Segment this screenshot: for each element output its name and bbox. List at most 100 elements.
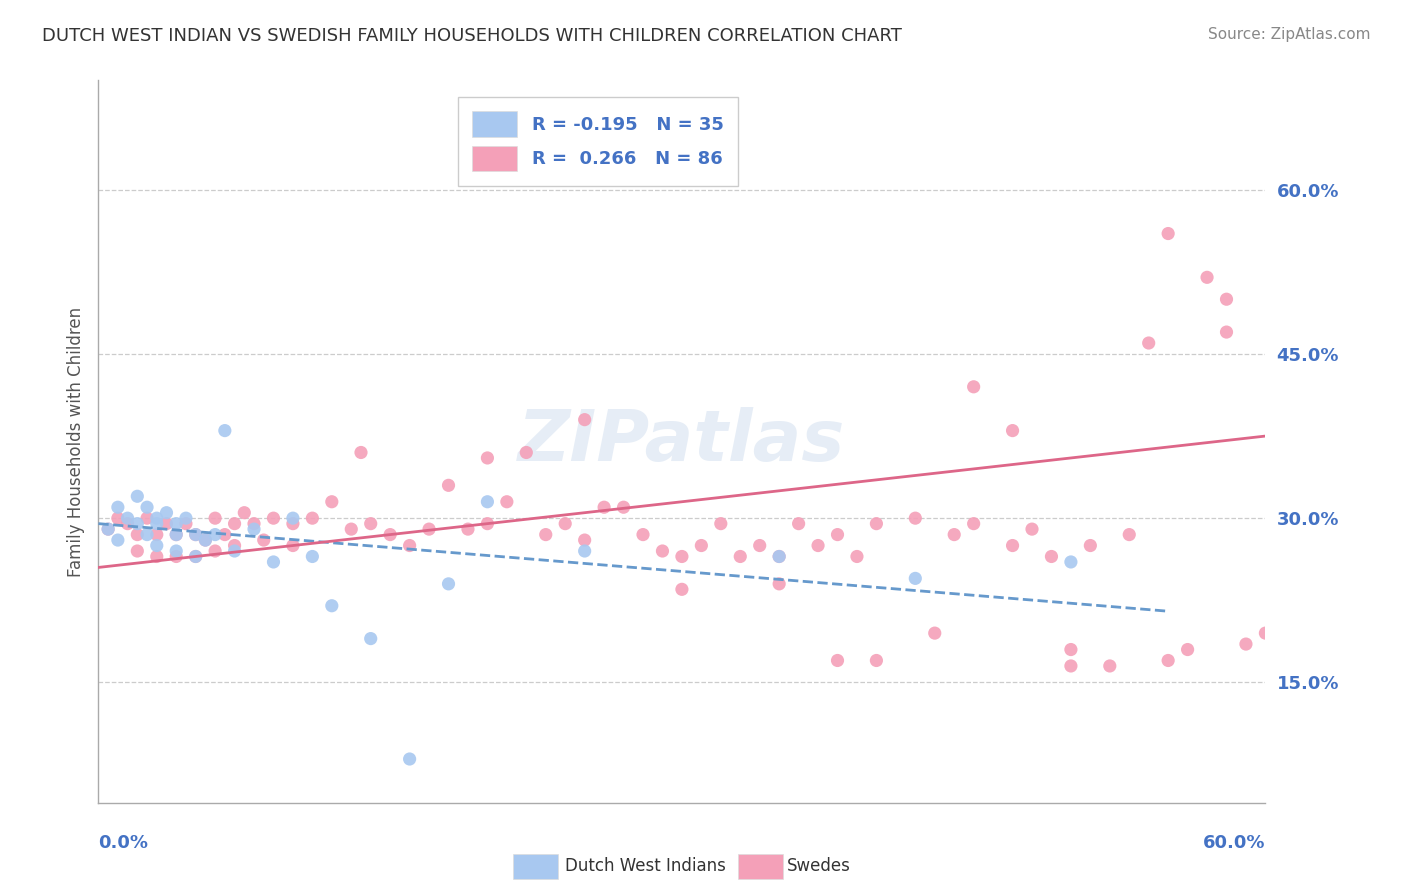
Point [214, 424, 236, 438]
Point [204, 527, 226, 541]
Point [924, 626, 946, 640]
Point [127, 527, 149, 541]
Point [127, 516, 149, 531]
Point [943, 527, 966, 541]
Point [496, 494, 519, 508]
Point [360, 632, 382, 646]
Point [1098, 659, 1121, 673]
Point [165, 527, 187, 541]
Point [554, 516, 576, 531]
Point [281, 539, 304, 553]
Point [127, 489, 149, 503]
Point [962, 380, 984, 394]
Point [380, 527, 402, 541]
Point [710, 516, 733, 531]
Point [253, 533, 276, 547]
Point [301, 549, 323, 564]
Point [904, 571, 927, 585]
Point [107, 511, 129, 525]
Point [281, 511, 304, 525]
Point [136, 527, 159, 541]
Point [827, 653, 849, 667]
Point [97, 522, 120, 536]
Legend: R = -0.195   N = 35, R =  0.266   N = 86: R = -0.195 N = 35, R = 0.266 N = 86 [457, 96, 738, 186]
Point [184, 549, 207, 564]
Point [593, 500, 616, 515]
Point [97, 522, 120, 536]
Point [1001, 424, 1024, 438]
Point [224, 544, 246, 558]
Point [748, 539, 770, 553]
Point [671, 582, 693, 597]
Point [165, 549, 187, 564]
Point [1060, 555, 1083, 569]
Point [1060, 659, 1083, 673]
Point [155, 516, 177, 531]
Point [127, 544, 149, 558]
Point [174, 516, 197, 531]
Point [398, 752, 420, 766]
Point [1215, 292, 1237, 306]
Point [457, 522, 479, 536]
Point [477, 450, 499, 465]
Point [574, 412, 596, 426]
Point [1001, 539, 1024, 553]
Point [787, 516, 810, 531]
Point [807, 539, 830, 553]
Point [262, 511, 284, 525]
Point [1137, 336, 1160, 351]
Point [243, 522, 266, 536]
Point [730, 549, 752, 564]
Point [214, 527, 236, 541]
Point [846, 549, 869, 564]
Point [184, 549, 207, 564]
Text: Swedes: Swedes [787, 857, 851, 875]
Point [233, 506, 256, 520]
Point [437, 577, 460, 591]
Point [301, 511, 323, 525]
Point [1157, 653, 1180, 667]
Point [204, 511, 226, 525]
Point [574, 533, 596, 547]
Point [768, 549, 790, 564]
Point [224, 539, 246, 553]
Point [146, 516, 169, 531]
Point [574, 544, 596, 558]
Point [515, 445, 537, 459]
Point [534, 527, 557, 541]
Point [1060, 642, 1083, 657]
Point [136, 500, 159, 515]
Point [136, 511, 159, 525]
Point [146, 511, 169, 525]
Point [321, 599, 343, 613]
Point [194, 533, 217, 547]
Point [1021, 522, 1043, 536]
Point [165, 527, 187, 541]
Point [107, 500, 129, 515]
Point [1118, 527, 1140, 541]
Point [827, 527, 849, 541]
Point [1040, 549, 1063, 564]
Text: DUTCH WEST INDIAN VS SWEDISH FAMILY HOUSEHOLDS WITH CHILDREN CORRELATION CHART: DUTCH WEST INDIAN VS SWEDISH FAMILY HOUS… [42, 27, 903, 45]
Point [690, 539, 713, 553]
Point [865, 516, 887, 531]
Point [1177, 642, 1199, 657]
Point [1195, 270, 1218, 285]
Point [194, 533, 217, 547]
Point [651, 544, 673, 558]
Point [165, 516, 187, 531]
Point [437, 478, 460, 492]
Point [1080, 539, 1102, 553]
Point [155, 506, 177, 520]
Y-axis label: Family Households with Children: Family Households with Children [66, 307, 84, 576]
Point [321, 494, 343, 508]
Point [262, 555, 284, 569]
Point [477, 494, 499, 508]
Point [146, 527, 169, 541]
Point [281, 516, 304, 531]
Text: Dutch West Indians: Dutch West Indians [565, 857, 725, 875]
Text: Source: ZipAtlas.com: Source: ZipAtlas.com [1208, 27, 1371, 42]
Point [962, 516, 984, 531]
Point [477, 516, 499, 531]
Point [350, 445, 373, 459]
